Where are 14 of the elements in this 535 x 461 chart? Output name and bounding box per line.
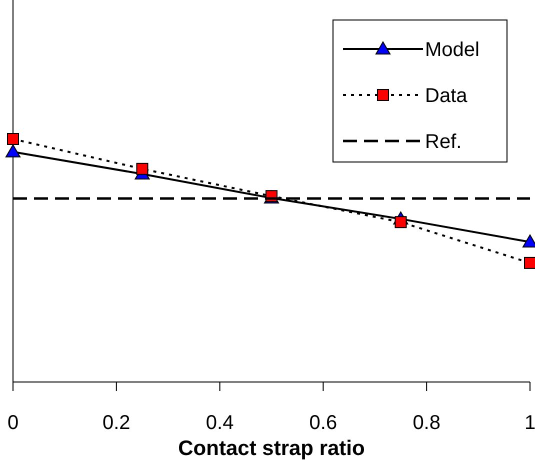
x-tick-label: 0.4 bbox=[206, 412, 234, 434]
point bbox=[6, 144, 20, 158]
point bbox=[7, 133, 19, 145]
x-tick-label: 0 bbox=[7, 412, 19, 434]
x-tick-label: 1 bbox=[524, 412, 535, 434]
x-axis-title: Contact strap ratio bbox=[178, 437, 365, 460]
legend-label: Model bbox=[425, 39, 480, 61]
x-tick-label: 0.8 bbox=[412, 412, 441, 434]
legend-label: Data bbox=[425, 85, 468, 107]
point bbox=[136, 162, 148, 175]
x-tick-label: 0.6 bbox=[309, 412, 338, 434]
x-tick-label: 0.2 bbox=[102, 412, 130, 434]
point bbox=[524, 256, 535, 269]
legend-label: Ref. bbox=[425, 131, 462, 153]
